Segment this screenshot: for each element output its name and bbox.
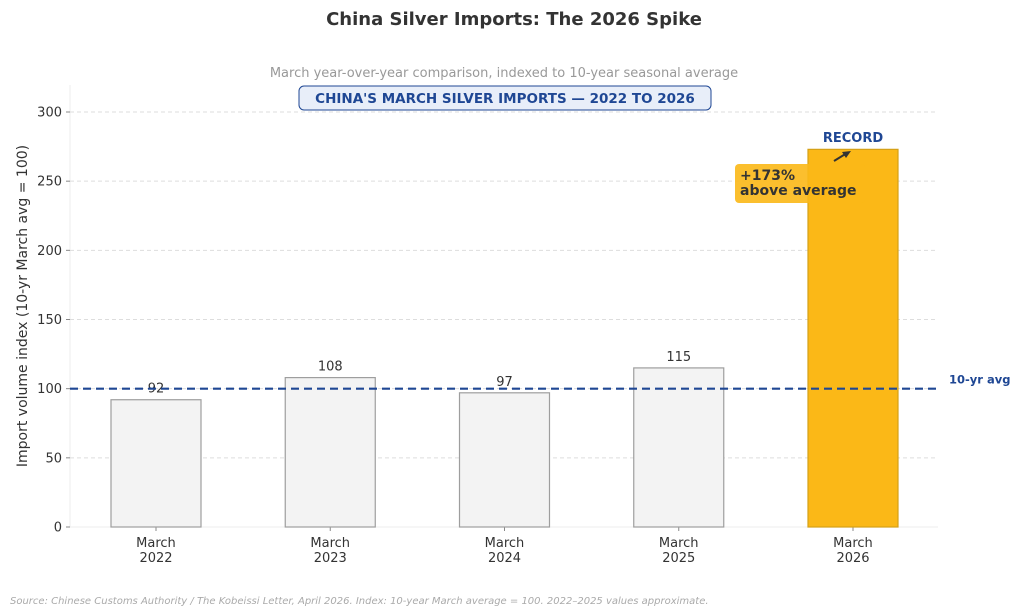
bar-march-2022 [110,399,202,528]
percent-annotation-line2: above average [740,183,857,199]
x-tick-label: March [485,536,525,551]
x-tick-label: March [136,536,176,551]
x-tick-label: March [833,536,873,551]
chart-title: China Silver Imports: The 2026 Spike [326,9,702,30]
x-tick-label: 2023 [314,551,347,566]
record-label: RECORD [823,131,883,146]
data-label: 108 [318,360,343,375]
footnote: Source: Chinese Customs Authority / The … [10,596,709,607]
x-tick-label: 2026 [836,551,869,566]
x-tick-label: 2022 [139,551,172,566]
y-tick-label: 250 [37,175,62,190]
y-tick-label: 200 [37,244,62,259]
y-tick-label: 100 [37,382,62,397]
x-tick-label: March [659,536,699,551]
x-tick-label: March [310,536,350,551]
data-label: 115 [666,350,691,365]
y-tick-label: 50 [45,451,62,466]
y-axis-label: Import volume index (10-yr March avg = 1… [15,145,31,467]
bar-march-2023 [284,377,376,528]
bar-march-2026 [807,148,899,528]
percent-annotation-box [735,164,865,203]
bar-march-2024 [458,392,551,528]
data-label: 97 [496,375,513,390]
percent-annotation-line1: +173% [740,168,795,184]
bar-march-2025 [633,367,725,528]
y-tick-label: 150 [37,313,62,328]
record-arrow-icon [833,151,851,162]
x-tick-label: 2024 [488,551,521,566]
average-line-label: 10-yr avg [949,373,1010,387]
y-tick-label: 300 [37,106,62,121]
banner-box [298,85,712,111]
y-tick-label: 0 [54,521,62,536]
banner-text: CHINA'S MARCH SILVER IMPORTS — 2022 TO 2… [315,91,695,107]
chart-subtitle: March year-over-year comparison, indexed… [270,66,738,81]
x-tick-label: 2025 [662,551,695,566]
